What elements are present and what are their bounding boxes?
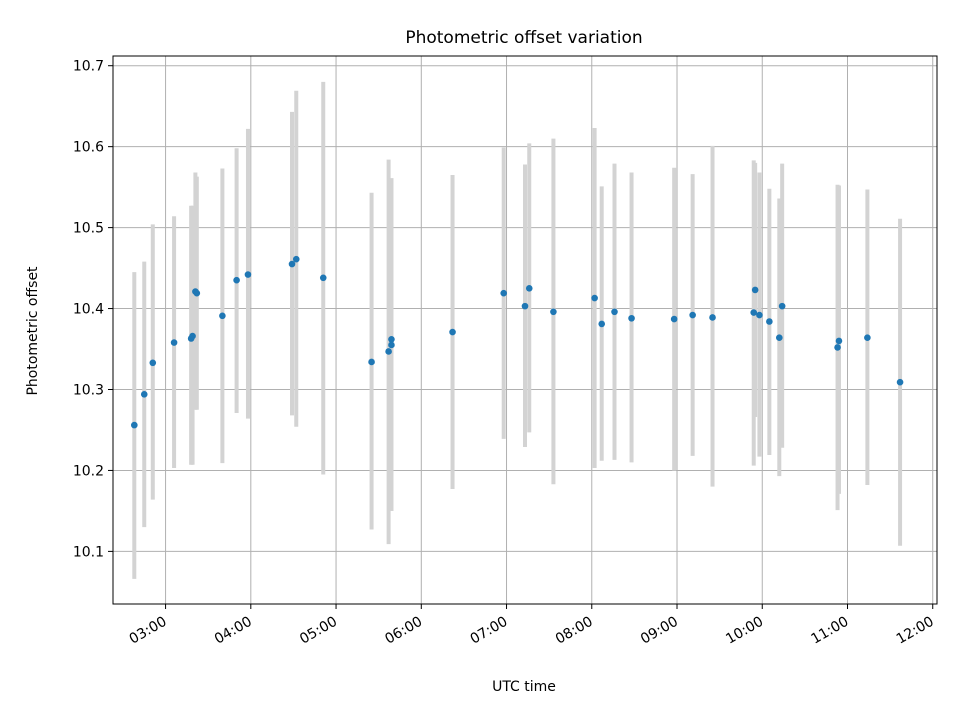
data-point	[766, 318, 773, 325]
data-point	[834, 344, 841, 351]
data-point	[751, 286, 759, 294]
data-point	[864, 334, 871, 341]
data-point	[219, 312, 226, 320]
data-point	[591, 294, 598, 302]
y-tick-label: 10.3	[73, 382, 104, 398]
data-point	[319, 274, 327, 282]
data-point	[131, 421, 138, 429]
data-point	[670, 315, 678, 323]
data-point	[388, 341, 395, 349]
data-point	[550, 308, 557, 316]
y-tick-label: 10.5	[73, 221, 104, 237]
data-point	[170, 339, 178, 346]
data-point	[149, 359, 157, 367]
data-point	[525, 285, 533, 292]
y-tick-label: 10.7	[73, 59, 104, 75]
data-point	[244, 271, 252, 278]
data-point	[449, 328, 456, 336]
data-point	[756, 311, 763, 319]
y-axis-label: Photometric offset	[25, 266, 41, 396]
data-point	[385, 348, 392, 355]
y-tick-label: 10.1	[73, 544, 104, 560]
data-point	[709, 314, 716, 321]
plot-area-frame	[112, 55, 938, 605]
data-point	[750, 309, 758, 316]
data-point	[611, 308, 618, 316]
y-tick-label: 10.6	[73, 140, 104, 156]
chart-title: Photometric offset variation	[405, 28, 642, 48]
data-point	[193, 289, 201, 297]
y-axis-ticks: 10.1 10.2 10.3 10.4 10.5 10.6 10.7	[73, 59, 113, 560]
data-point	[628, 314, 635, 322]
data-point	[368, 358, 375, 366]
data-point	[689, 311, 696, 319]
x-axis-label: UTC time	[492, 679, 556, 695]
data-point	[292, 255, 300, 263]
data-point	[598, 320, 606, 328]
data-point	[140, 391, 148, 398]
data-points	[131, 255, 904, 429]
data-point	[521, 302, 529, 310]
data-point	[288, 260, 296, 268]
y-tick-label: 10.2	[73, 463, 104, 479]
data-point	[896, 378, 904, 386]
data-point	[500, 289, 507, 297]
y-tick-label: 10.4	[73, 302, 104, 318]
data-point	[776, 334, 783, 341]
data-point	[233, 276, 240, 284]
data-point	[835, 337, 843, 345]
data-point	[778, 302, 786, 310]
data-point	[189, 332, 196, 340]
data-point	[388, 336, 395, 343]
